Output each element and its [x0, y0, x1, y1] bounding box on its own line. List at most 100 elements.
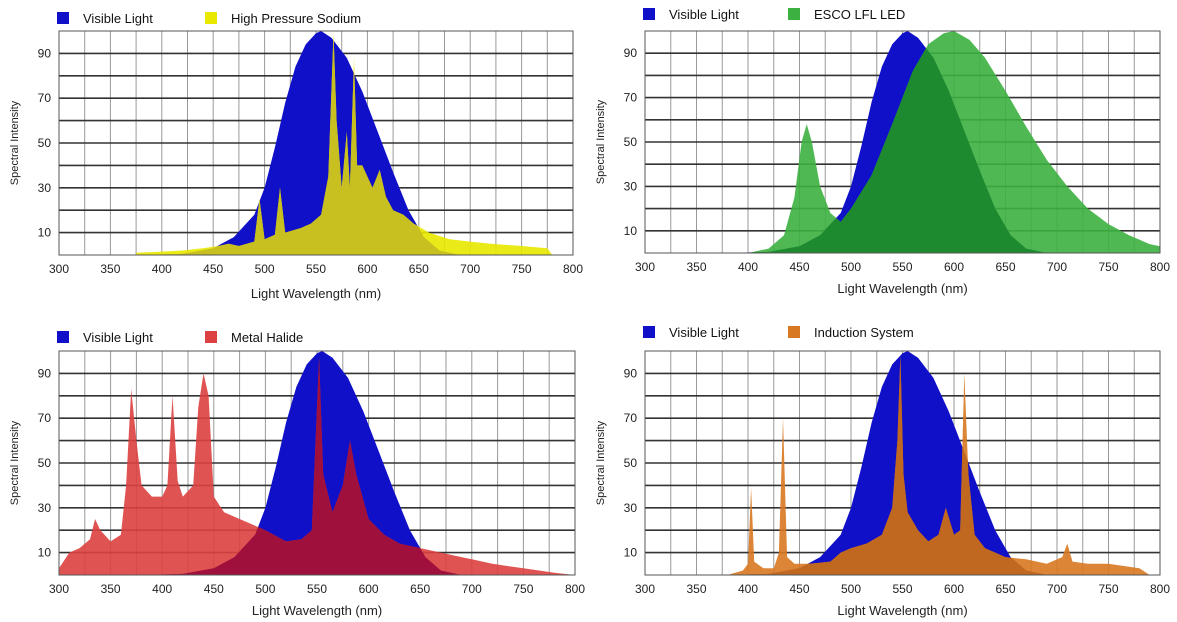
x-tick-label: 450 — [789, 582, 809, 596]
x-tick-label: 300 — [635, 260, 655, 274]
y-tick-label: 10 — [38, 546, 52, 560]
y-tick-label: 10 — [624, 546, 638, 560]
x-tick-label: 750 — [512, 262, 532, 276]
y-tick-label: 10 — [38, 226, 52, 240]
y-tick-label: 30 — [624, 179, 638, 193]
x-tick-label: 800 — [565, 582, 585, 596]
x-tick-label: 500 — [841, 582, 861, 596]
x-tick-label: 650 — [995, 582, 1015, 596]
x-axis-label: Light Wavelength (nm) — [837, 281, 967, 296]
x-tick-label: 400 — [738, 582, 758, 596]
x-tick-label: 800 — [563, 262, 583, 276]
y-tick-label: 50 — [38, 136, 52, 150]
x-tick-label: 750 — [513, 582, 533, 596]
x-tick-label: 400 — [152, 582, 172, 596]
legend-label: Visible Light — [669, 7, 739, 22]
x-tick-label: 550 — [892, 260, 912, 274]
x-tick-label: 450 — [203, 262, 223, 276]
x-tick-label: 700 — [462, 582, 482, 596]
x-tick-label: 800 — [1150, 260, 1170, 274]
overlap-area — [141, 33, 460, 255]
visible-light-area — [141, 351, 462, 575]
y-tick-label: 10 — [624, 224, 638, 238]
chart-panel-3: 300 350 400 450 500 550 600 650 700 750 800 10 30 50 7… — [9, 330, 585, 618]
chart-panel-1: 300 350 400 450 500 550 600 650 700 750 800 10 30 50 7… — [9, 11, 583, 301]
y-axis-label: Spectral Intensity — [9, 420, 21, 505]
legend-swatch — [788, 326, 800, 338]
x-tick-label: 600 — [357, 262, 377, 276]
x-tick-label: 350 — [100, 262, 120, 276]
y-tick-label: 90 — [38, 366, 52, 380]
y-tick-label: 30 — [624, 501, 638, 515]
legend-swatch — [205, 331, 217, 343]
x-tick-label: 550 — [307, 582, 327, 596]
x-tick-label: 550 — [306, 262, 326, 276]
legend-swatch — [57, 12, 69, 24]
legend-label: ESCO LFL LED — [814, 7, 905, 22]
legend-label: Visible Light — [83, 11, 153, 26]
x-tick-label: 650 — [409, 262, 429, 276]
x-tick-label: 650 — [995, 260, 1015, 274]
legend-label: Visible Light — [669, 325, 739, 340]
x-tick-label: 400 — [152, 262, 172, 276]
x-tick-label: 300 — [49, 582, 69, 596]
y-tick-label: 50 — [624, 135, 638, 149]
x-tick-label: 450 — [204, 582, 224, 596]
legend-label: High Pressure Sodium — [231, 11, 361, 26]
legend-swatch — [788, 8, 800, 20]
y-tick-label: 90 — [624, 366, 638, 380]
x-tick-label: 750 — [1098, 260, 1118, 274]
overlap-area — [748, 31, 1047, 253]
x-tick-label: 700 — [1047, 582, 1067, 596]
y-axis-label: Spectral Intensity — [595, 99, 607, 184]
x-tick-label: 500 — [255, 262, 275, 276]
legend-swatch — [205, 12, 217, 24]
x-tick-label: 500 — [255, 582, 275, 596]
y-tick-label: 70 — [38, 91, 52, 105]
legend-label: Visible Light — [83, 330, 153, 345]
y-tick-label: 70 — [624, 91, 638, 105]
x-tick-label: 500 — [841, 260, 861, 274]
x-tick-label: 550 — [892, 582, 912, 596]
x-axis-label: Light Wavelength (nm) — [837, 603, 967, 618]
x-tick-label: 350 — [686, 582, 706, 596]
y-tick-label: 50 — [38, 456, 52, 470]
x-tick-label: 400 — [738, 260, 758, 274]
legend-label: Metal Halide — [231, 330, 303, 345]
y-tick-label: 30 — [38, 501, 52, 515]
chart-panel-2: 300 350 400 450 500 550 600 650 700 750 800 10 30 50 7… — [595, 7, 1170, 296]
x-tick-label: 450 — [789, 260, 809, 274]
legend-swatch — [57, 331, 69, 343]
y-axis-label: Spectral Intensity — [9, 100, 21, 185]
x-tick-label: 600 — [944, 582, 964, 596]
legend-label: Induction System — [814, 325, 914, 340]
plot-frame — [644, 30, 1161, 254]
x-tick-label: 700 — [460, 262, 480, 276]
x-tick-label: 300 — [49, 262, 69, 276]
y-tick-label: 90 — [624, 46, 638, 60]
x-tick-label: 350 — [686, 260, 706, 274]
plot-frame — [58, 30, 574, 256]
x-tick-label: 600 — [359, 582, 379, 596]
x-tick-label: 350 — [101, 582, 121, 596]
x-tick-label: 700 — [1047, 260, 1067, 274]
y-tick-label: 70 — [38, 411, 52, 425]
x-axis-label: Light Wavelength (nm) — [252, 603, 382, 618]
y-tick-label: 90 — [38, 46, 52, 60]
plot-frame — [644, 350, 1161, 576]
x-tick-label: 800 — [1150, 582, 1170, 596]
legend-swatch — [643, 326, 655, 338]
y-tick-label: 70 — [624, 411, 638, 425]
x-tick-label: 750 — [1098, 582, 1118, 596]
legend-swatch — [643, 8, 655, 20]
y-tick-label: 30 — [38, 181, 52, 195]
chart-panel-4: 300 350 400 450 500 550 600 650 700 750 800 10 30 50 7… — [595, 325, 1170, 618]
x-tick-label: 600 — [944, 260, 964, 274]
x-tick-label: 650 — [410, 582, 430, 596]
x-axis-label: Light Wavelength (nm) — [251, 286, 381, 301]
plot-frame — [58, 350, 576, 576]
y-axis-label: Spectral Intensity — [595, 420, 607, 505]
y-tick-label: 50 — [624, 456, 638, 470]
x-tick-label: 300 — [635, 582, 655, 596]
